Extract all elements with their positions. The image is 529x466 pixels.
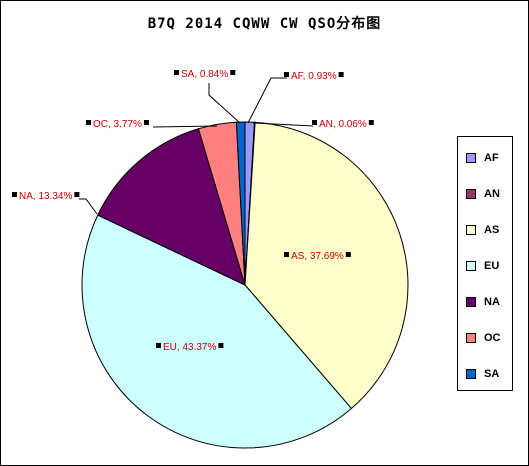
data-label-text-as: AS, 37.69% — [291, 251, 344, 262]
data-label-na: NA, 13.34% — [12, 191, 80, 202]
label-marker-right — [143, 120, 149, 125]
label-marker-left — [12, 192, 17, 197]
legend-swatch-af — [466, 153, 476, 163]
legend-label-as: AS — [484, 224, 500, 236]
label-marker-right — [368, 120, 374, 125]
legend-swatch-an — [466, 189, 476, 199]
leader-line-na — [79, 198, 98, 215]
legend-item-na: NA — [466, 295, 500, 309]
legend-swatch-na — [466, 297, 476, 307]
legend-label-sa: SA — [484, 368, 500, 380]
pie-slice-as — [244, 121, 409, 410]
legend-item-af: AF — [466, 151, 499, 165]
pie-slice-na — [97, 128, 246, 286]
data-label-text-sa: SA, 0.84% — [181, 69, 228, 80]
label-marker-left — [174, 70, 179, 75]
label-marker-left — [284, 72, 289, 77]
label-marker-right — [338, 72, 344, 77]
label-marker-right — [218, 343, 224, 348]
data-label-sa: SA, 0.84% — [174, 69, 236, 80]
data-label-text-na: NA, 13.34% — [19, 191, 72, 202]
data-label-text-eu: EU, 43.37% — [163, 342, 216, 353]
legend-label-na: NA — [484, 296, 500, 308]
label-marker-left — [156, 343, 161, 348]
data-label-text-af: AF, 0.93% — [291, 71, 337, 82]
chart-title: B7Q 2014 CQWW CW QSO分布图 — [147, 16, 382, 32]
leader-line-an — [252, 122, 314, 127]
label-marker-left — [284, 252, 289, 257]
data-label-af: AF, 0.93% — [284, 71, 344, 82]
legend-label-af: AF — [484, 152, 499, 164]
leader-line-sa — [208, 83, 241, 124]
legend-label-an: AN — [484, 188, 500, 200]
legend-label-oc: OC — [484, 332, 501, 344]
legend-item-as: AS — [466, 223, 499, 237]
data-label-an: AN, 0.06% — [312, 119, 374, 130]
legend-swatch-sa — [466, 369, 476, 379]
legend-item-oc: OC — [466, 331, 501, 345]
legend-item-eu: EU — [466, 259, 499, 273]
label-marker-right — [230, 70, 236, 75]
legend-swatch-oc — [466, 333, 476, 343]
legend-swatch-as — [466, 225, 476, 235]
pie-slice-eu — [81, 214, 353, 449]
data-label-oc: OC, 3.77% — [86, 119, 149, 130]
data-label-eu: EU, 43.37% — [156, 342, 224, 353]
data-label-as: AS, 37.69% — [284, 251, 351, 262]
legend-label-eu: EU — [484, 260, 500, 272]
legend-item-an: AN — [466, 187, 500, 201]
leader-line-oc — [152, 125, 218, 128]
legend-item-sa: SA — [466, 367, 499, 381]
chart-legend: AF AN AS EU NA OC SA — [457, 136, 513, 391]
data-label-text-an: AN, 0.06% — [319, 119, 367, 130]
label-marker-left — [312, 120, 317, 125]
label-marker-left — [86, 120, 91, 125]
pie-slice-sa — [235, 121, 246, 286]
label-marker-right — [345, 252, 351, 257]
leader-line-af — [247, 77, 287, 124]
label-marker-right — [74, 192, 80, 197]
data-label-text-oc: OC, 3.77% — [93, 119, 142, 130]
legend-swatch-eu — [466, 261, 476, 271]
